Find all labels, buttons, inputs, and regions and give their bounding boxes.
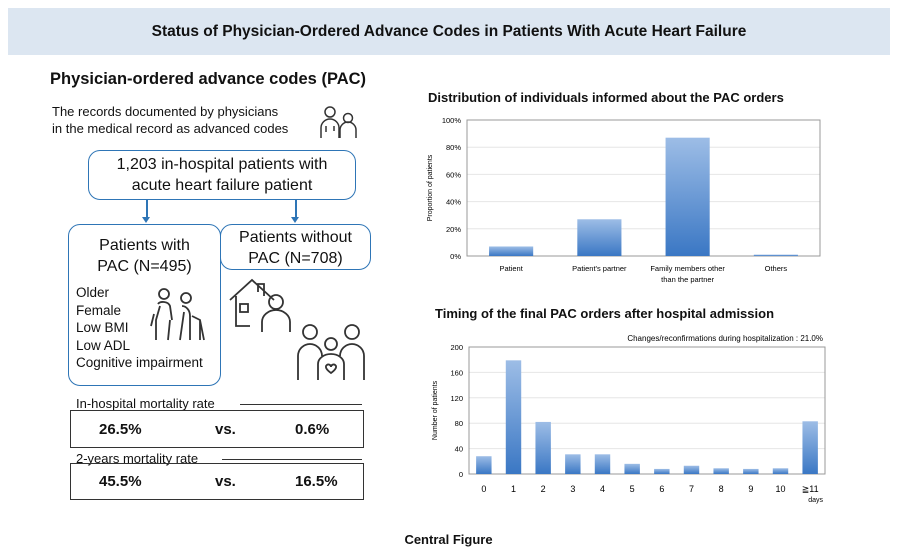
divider bbox=[240, 404, 362, 405]
x-tick-label: 6 bbox=[659, 484, 664, 494]
bar bbox=[713, 468, 729, 474]
with-pac-box: Patients with PAC (N=495) bbox=[68, 224, 221, 386]
x-tick-label: 7 bbox=[689, 484, 694, 494]
plot-frame bbox=[468, 346, 826, 475]
chart2-annotation: Changes/reconfirmations during hospitali… bbox=[627, 334, 823, 343]
figure-title: Status of Physician-Ordered Advance Code… bbox=[8, 8, 890, 55]
footer-caption: Central Figure bbox=[404, 532, 493, 547]
bar bbox=[753, 254, 798, 256]
without-pac-line: Patients without bbox=[239, 229, 352, 246]
y-tick-label: 80 bbox=[455, 419, 463, 428]
x-tick-label: 2 bbox=[541, 484, 546, 494]
with-pac-rate: 45.5% bbox=[99, 473, 142, 490]
elderly-couple-icon bbox=[150, 288, 205, 341]
bar bbox=[665, 137, 710, 256]
x-tick-label: than the partner bbox=[661, 275, 714, 284]
bar bbox=[476, 456, 492, 474]
y-tick-label: 80% bbox=[446, 143, 461, 152]
without-pac-rate: 16.5% bbox=[295, 473, 338, 490]
bar bbox=[594, 454, 611, 474]
chart-recipients: 0% 20% 40% 60% 80% 100% Proportion of patients… bbox=[427, 116, 821, 284]
trait-item: Older bbox=[76, 285, 110, 300]
x-tick-label: 10 bbox=[775, 484, 785, 494]
y-axis-label: Proportion of patients bbox=[427, 154, 434, 221]
divider bbox=[222, 459, 362, 460]
chart1-title: Distribution of individuals informed abo… bbox=[428, 90, 784, 105]
vs-label: vs. bbox=[215, 420, 236, 438]
plot-frame bbox=[466, 119, 821, 257]
bar bbox=[654, 468, 670, 474]
x-axis-label: days bbox=[808, 497, 823, 504]
x-tick-label: 9 bbox=[748, 484, 753, 494]
with-pac-rate: 26.5% bbox=[99, 420, 142, 438]
physicians-icon bbox=[320, 106, 357, 138]
y-tick-label: 160 bbox=[450, 368, 463, 377]
trait-item: Low BMI bbox=[76, 320, 129, 335]
bar bbox=[743, 468, 759, 474]
y-tick-label: 40 bbox=[455, 445, 463, 454]
y-tick-label: 20% bbox=[446, 225, 461, 234]
two-year-mortality-box: 45.5% vs. 16.5% bbox=[70, 463, 364, 500]
x-tick-label: ≧11 bbox=[802, 484, 819, 494]
trait-item: Low ADL bbox=[76, 337, 131, 353]
total-patients-box: 1,203 in-hospital patients with acute he… bbox=[88, 150, 356, 200]
bar bbox=[535, 421, 551, 474]
trait-item: Female bbox=[76, 302, 122, 318]
vs-label: vs. bbox=[215, 473, 236, 490]
x-tick-label: 8 bbox=[719, 484, 724, 494]
arrow-to-with-pac bbox=[143, 200, 149, 223]
x-tick-label: Family members other bbox=[650, 264, 725, 273]
x-tick-label: 5 bbox=[630, 484, 635, 494]
bar bbox=[505, 360, 522, 474]
y-tick-label: 100% bbox=[442, 116, 462, 125]
x-tick-label: Patient's partner bbox=[572, 264, 627, 273]
left-heading: Physician-ordered advance codes (PAC) bbox=[50, 70, 367, 88]
bar bbox=[772, 468, 789, 474]
arrow-to-without-pac bbox=[292, 200, 298, 223]
without-pac-box: Patients without PAC (N=708) bbox=[220, 224, 371, 270]
trait-list: Older Female Low BMI Low ADL Cognitive i… bbox=[76, 284, 203, 372]
total-line: 1,203 in-hospital patients with bbox=[116, 156, 328, 173]
x-tick-label: 4 bbox=[600, 484, 605, 494]
x-tick-label: 1 bbox=[511, 484, 516, 494]
chart2-title: Timing of the final PAC orders after hos… bbox=[435, 306, 775, 321]
without-pac-rate: 0.6% bbox=[295, 420, 330, 438]
x-tick-label: Others bbox=[765, 264, 788, 273]
home-care-icon bbox=[229, 278, 291, 332]
bar bbox=[489, 246, 534, 256]
total-line: acute heart failure patient bbox=[131, 177, 313, 194]
y-tick-label: 120 bbox=[450, 394, 463, 403]
y-axis-label: Number of patients bbox=[432, 380, 439, 440]
family-icon bbox=[297, 324, 365, 380]
y-tick-label: 60% bbox=[446, 170, 461, 179]
y-tick-label: 200 bbox=[450, 343, 463, 352]
x-tick-label: 0 bbox=[481, 484, 486, 494]
y-tick-label: 0% bbox=[450, 252, 461, 261]
pac-description: The records documented by physicians in … bbox=[52, 103, 288, 137]
x-tick-label: 3 bbox=[570, 484, 575, 494]
bar bbox=[802, 421, 818, 474]
description-line: in the medical record as advanced codes bbox=[52, 121, 289, 136]
chart-timing: 0 40 80 120 160 200 Number of patients 0 1 2 3 4 5 6 7… bbox=[432, 334, 826, 504]
bar bbox=[577, 219, 622, 256]
trait-item: Cognitive impairment bbox=[76, 355, 203, 370]
with-pac-line: PAC (N=495) bbox=[97, 258, 192, 275]
in-hospital-mortality-label: In-hospital mortality rate bbox=[76, 396, 215, 411]
in-hospital-mortality-box: 26.5% vs. 0.6% bbox=[70, 410, 364, 448]
two-year-mortality-label: 2-years mortality rate bbox=[76, 451, 199, 466]
bar bbox=[565, 454, 581, 474]
y-tick-label: 40% bbox=[446, 198, 461, 207]
bar bbox=[683, 465, 700, 474]
with-pac-line: Patients with bbox=[99, 237, 190, 254]
bar bbox=[624, 463, 640, 474]
without-pac-line: PAC (N=708) bbox=[248, 250, 343, 267]
y-tick-label: 0 bbox=[459, 470, 463, 479]
description-line: The records documented by physicians bbox=[52, 104, 279, 119]
x-tick-label: Patient bbox=[499, 264, 523, 273]
